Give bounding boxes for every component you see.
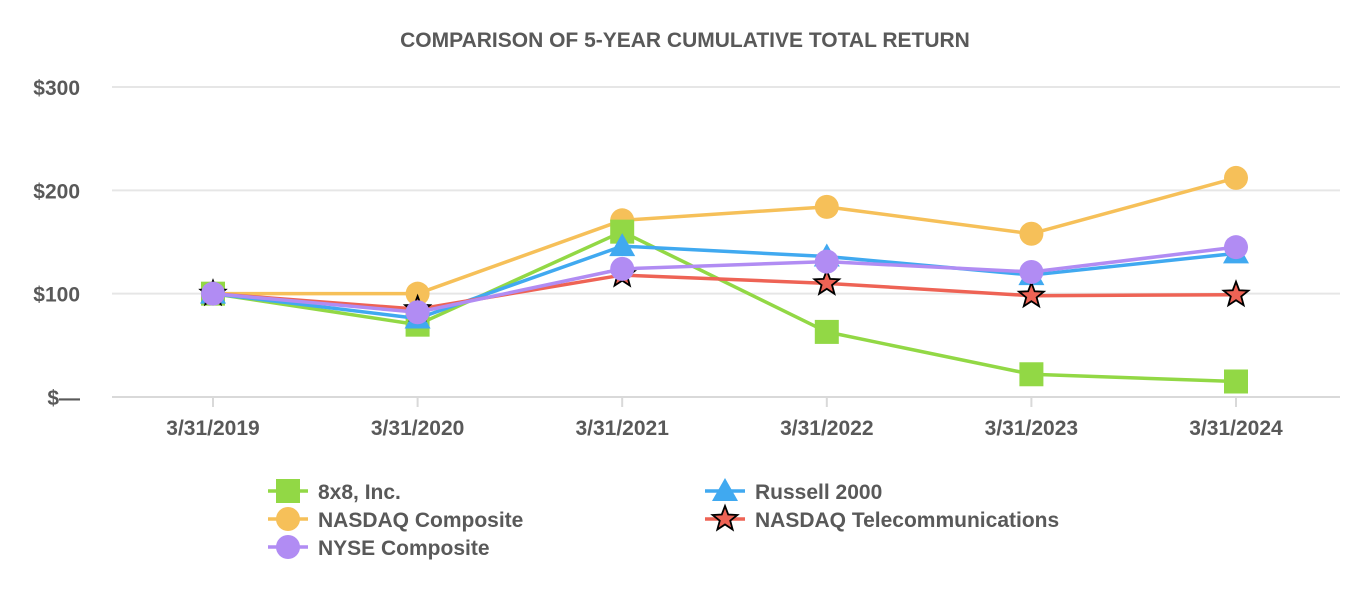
x-tick-label: 3/31/2022	[780, 417, 873, 440]
series-line	[212, 273, 1237, 311]
legend-marker-icon	[712, 478, 738, 501]
data-point-marker	[1016, 280, 1047, 309]
x-tick-label: 3/31/2020	[371, 417, 464, 440]
data-point-marker	[610, 256, 635, 281]
y-tick-label: $100	[33, 284, 80, 307]
legend-item: NASDAQ Telecommunications	[705, 503, 1059, 532]
legend-item: NYSE Composite	[268, 535, 490, 560]
legend-label: Russell 2000	[755, 481, 882, 504]
data-point-marker	[1221, 279, 1251, 308]
data-point-marker	[609, 233, 636, 257]
series-lines	[198, 165, 1251, 394]
data-point-marker	[814, 249, 839, 274]
legend-label: NASDAQ Composite	[318, 509, 523, 532]
data-point-marker	[1019, 259, 1044, 284]
legend-marker-icon	[276, 479, 300, 503]
legend-label: NYSE Composite	[318, 537, 490, 560]
series-line	[212, 245, 1237, 315]
legend-item: NASDAQ Composite	[268, 507, 523, 532]
data-point-marker	[405, 300, 430, 325]
legend-marker-icon	[710, 503, 740, 532]
x-tick-label: 3/31/2019	[166, 417, 259, 440]
legend-item: Russell 2000	[705, 478, 882, 504]
data-point-marker	[812, 267, 842, 296]
legend-label: NASDAQ Telecommunications	[755, 509, 1059, 532]
series-nyse-composite	[201, 235, 1248, 325]
data-point-marker	[1224, 369, 1248, 394]
y-tick-label: $200	[33, 180, 80, 203]
x-tick-label: 3/31/2023	[985, 417, 1078, 440]
series-line	[212, 229, 1237, 384]
x-axis: 3/31/2019 3/31/2020 3/31/2021 3/31/2022 3/31…	[166, 397, 1283, 440]
data-point-marker	[1224, 165, 1248, 190]
x-tick-label: 3/31/2024	[1189, 417, 1283, 440]
series-line	[213, 176, 1237, 296]
legend-marker-icon	[276, 507, 300, 531]
y-axis: $— $100 $200 $300	[33, 77, 80, 410]
chart-title: COMPARISON OF 5-YEAR CUMULATIVE TOTAL RE…	[400, 29, 970, 52]
data-point-marker	[1019, 221, 1044, 246]
data-point-marker	[814, 194, 839, 219]
series-line	[212, 244, 1237, 321]
data-point-marker	[201, 281, 225, 306]
legend-marker-icon	[276, 535, 300, 559]
legend-item: 8x8, Inc.	[268, 479, 401, 504]
data-point-marker	[814, 319, 839, 344]
y-tick-label: $300	[33, 77, 80, 100]
legend-label: 8x8, Inc.	[318, 481, 401, 504]
data-point-marker	[1019, 362, 1044, 387]
y-tick-label: $—	[47, 387, 80, 410]
data-point-marker	[1224, 235, 1248, 260]
legend: 8x8, Inc. NASDAQ Composite NYSE Composite R…	[268, 478, 1059, 560]
series-nasdaq-composite	[201, 165, 1248, 306]
gridlines	[112, 86, 1340, 398]
x-tick-label: 3/31/2021	[575, 417, 669, 440]
